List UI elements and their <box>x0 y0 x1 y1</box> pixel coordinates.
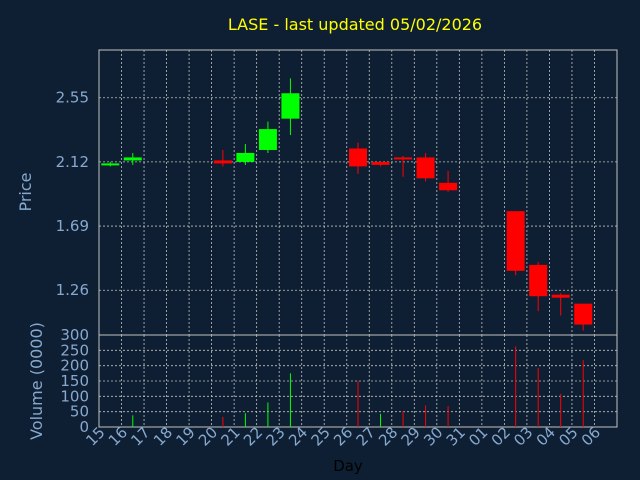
volume-tick-label: 300 <box>60 326 89 344</box>
chart-title: LASE - last updated 05/02/2026 <box>228 15 482 34</box>
candle-body <box>574 303 593 325</box>
candle-body <box>394 157 413 160</box>
candle-body <box>101 163 120 166</box>
candle-body <box>529 264 548 297</box>
candle-body <box>416 157 435 179</box>
x-axis-label: Day <box>333 457 363 475</box>
candle-body <box>551 294 570 298</box>
price-tick-label: 1.69 <box>56 217 89 235</box>
price-panel: 2.55 2.12 1.69 1.26 <box>56 49 618 336</box>
volume-tick-label: 150 <box>60 372 89 390</box>
volume-tick-label: 50 <box>70 403 89 421</box>
candle-body <box>439 182 458 191</box>
candle-body <box>123 157 142 161</box>
volume-axis-label: Volume (0000) <box>27 322 46 440</box>
volume-tick-label: 200 <box>60 357 89 375</box>
volume-tick-label: 100 <box>60 387 89 405</box>
candle-body <box>506 211 525 271</box>
candle-body <box>349 148 367 167</box>
candle-body <box>371 161 390 165</box>
price-tick-label: 1.26 <box>56 281 89 299</box>
candle-body <box>236 152 255 162</box>
volume-tick-label: 250 <box>60 341 89 359</box>
candle-body <box>281 93 300 119</box>
price-tick-label: 2.55 <box>56 89 89 107</box>
candle-body <box>258 129 277 150</box>
candle-body <box>213 160 232 164</box>
price-axis-label: Price <box>16 172 35 211</box>
price-tick-label: 2.12 <box>56 153 89 171</box>
volume-tick-label: 0 <box>79 418 89 436</box>
x-axis-ticks: 1516171819202122232425262728293031010203… <box>82 423 604 449</box>
